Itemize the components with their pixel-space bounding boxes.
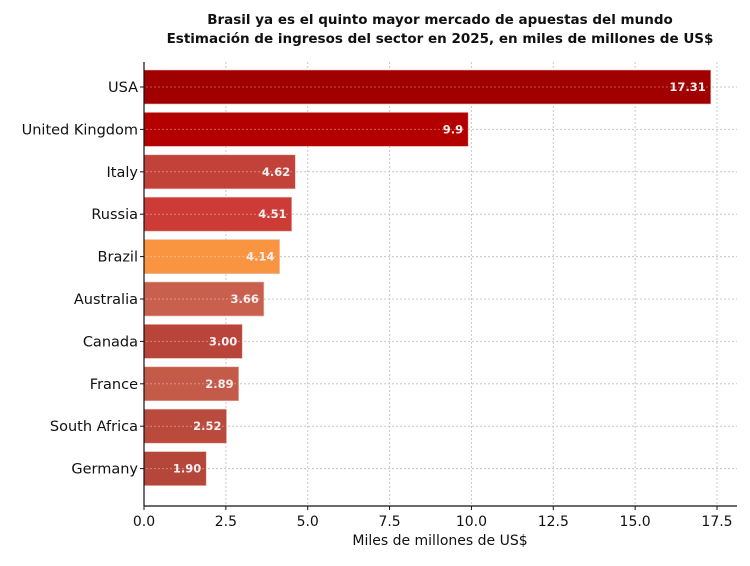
data-label: 2.89 [205,377,233,391]
x-tick-label: 17.5 [701,514,732,530]
y-tick-label: Russia [91,207,138,223]
x-tick-label: 10.0 [456,514,487,530]
bar-canada [143,324,243,359]
x-tick-label: 15.0 [620,514,651,530]
data-label: 2.52 [193,419,221,433]
bar-france [143,366,239,402]
x-axis-ticks: 0.0 2.5 5.0 7.5 10.0 12.5 15.0 17.5 [133,506,733,530]
y-tick-label: France [90,377,138,393]
data-label: 4.51 [258,207,286,221]
bar-germany [143,451,207,486]
chart-subtitle: Estimación de ingresos del sector en 202… [167,31,714,47]
bar-usa [143,69,712,105]
chart-title: Brasil ya es el quinto mayor mercado de … [207,12,673,28]
x-tick-label: 0.0 [133,514,155,530]
x-axis-label: Miles de millones de US$ [352,533,527,549]
x-tick-label: 2.5 [215,514,237,530]
y-tick-label: Canada [83,334,138,350]
data-label: 3.66 [230,292,258,306]
data-label: 17.31 [669,80,705,94]
y-tick-label: Australia [74,292,138,308]
bar-brazil [143,239,280,274]
data-label: 1.90 [173,462,201,476]
data-label: 9.9 [443,122,463,136]
x-tick-label: 5.0 [297,514,319,530]
bar-italy [143,154,296,190]
bar-russia [143,196,292,232]
y-axis-labels: USA United Kingdom Italy Russia Brazil Austra… [22,80,144,478]
bars: 17.31 9.9 4.62 4.51 4.14 3.66 3.00 2.89 2.52 1.90 [143,69,712,486]
bar-south-africa [143,408,227,444]
data-label: 4.14 [246,250,274,264]
x-tick-label: 12.5 [538,514,569,530]
x-tick-label: 7.5 [378,514,400,530]
bar-united-kingdom [143,112,469,147]
bar-australia [143,281,265,317]
y-tick-label: USA [108,80,138,96]
y-tick-label: Brazil [98,250,138,266]
data-label: 3.00 [209,334,237,348]
data-label: 4.62 [262,165,290,179]
y-tick-label: Italy [107,165,139,181]
y-tick-label: United Kingdom [22,122,138,138]
y-tick-label: South Africa [50,419,138,435]
y-tick-label: Germany [71,462,138,478]
